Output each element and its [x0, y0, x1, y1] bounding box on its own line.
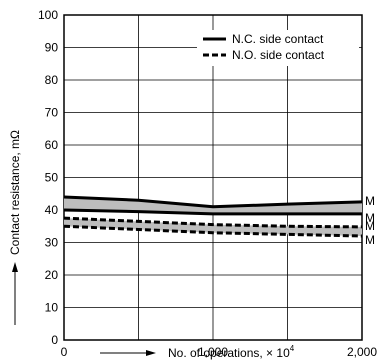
legend: N.C. side contact N.O. side contact: [197, 30, 359, 66]
x-tick-labels: 0 1,000 2,000: [61, 345, 378, 359]
y-tick-label-4: 40: [45, 203, 59, 217]
x-axis-title-group: No. of operations, × 104: [100, 344, 295, 360]
end-label-1-min: M: [365, 233, 375, 247]
y-tick-label-0: 0: [51, 333, 58, 347]
y-tick-label-9: 90: [45, 41, 59, 55]
y-tick-labels: 0 10 20 30 40 50 60 70 80 90 100: [38, 8, 58, 347]
series-line-1-max: [63, 216, 363, 229]
x-axis-title-main: No. of operations, × 10: [168, 346, 290, 360]
y-tick-label-1: 10: [45, 301, 59, 315]
y-axis-arrow-head: [12, 262, 18, 272]
series-layer: [63, 195, 363, 238]
end-label-0-max: M: [365, 194, 375, 208]
plot-frame: [63, 14, 363, 341]
y-axis-title-group: Contact resistance, mΩ: [8, 130, 22, 325]
y-tick-label-3: 30: [45, 236, 59, 250]
x-tick-label-0: 0: [61, 345, 68, 359]
x-tick-label-1: 1,000: [198, 345, 228, 359]
legend-box: [197, 30, 359, 66]
end-label-1-max: M: [365, 219, 375, 233]
y-tick-label-6: 60: [45, 138, 59, 152]
y-tick-label-8: 80: [45, 73, 59, 87]
series-line-0-max: [63, 195, 363, 209]
y-tick-label-2: 20: [45, 268, 59, 282]
x-axis-arrow-head: [146, 350, 156, 356]
y-axis-title: Contact resistance, mΩ: [8, 130, 22, 255]
y-tick-label-7: 70: [45, 106, 59, 120]
y-tick-label-5: 50: [45, 171, 59, 185]
end-label-0-min: M: [365, 211, 375, 225]
x-tick-label-2: 2,000: [347, 345, 377, 359]
legend-label-no: N.O. side contact: [232, 48, 325, 62]
x-axis-title: No. of operations, × 104: [168, 344, 295, 360]
series-line-1-min: [63, 224, 363, 238]
series-line-0-min: [63, 208, 362, 216]
x-axis-title-exponent: 4: [290, 344, 295, 353]
legend-label-nc: N.C. side contact: [232, 32, 324, 46]
y-tick-label-10: 100: [38, 8, 58, 22]
